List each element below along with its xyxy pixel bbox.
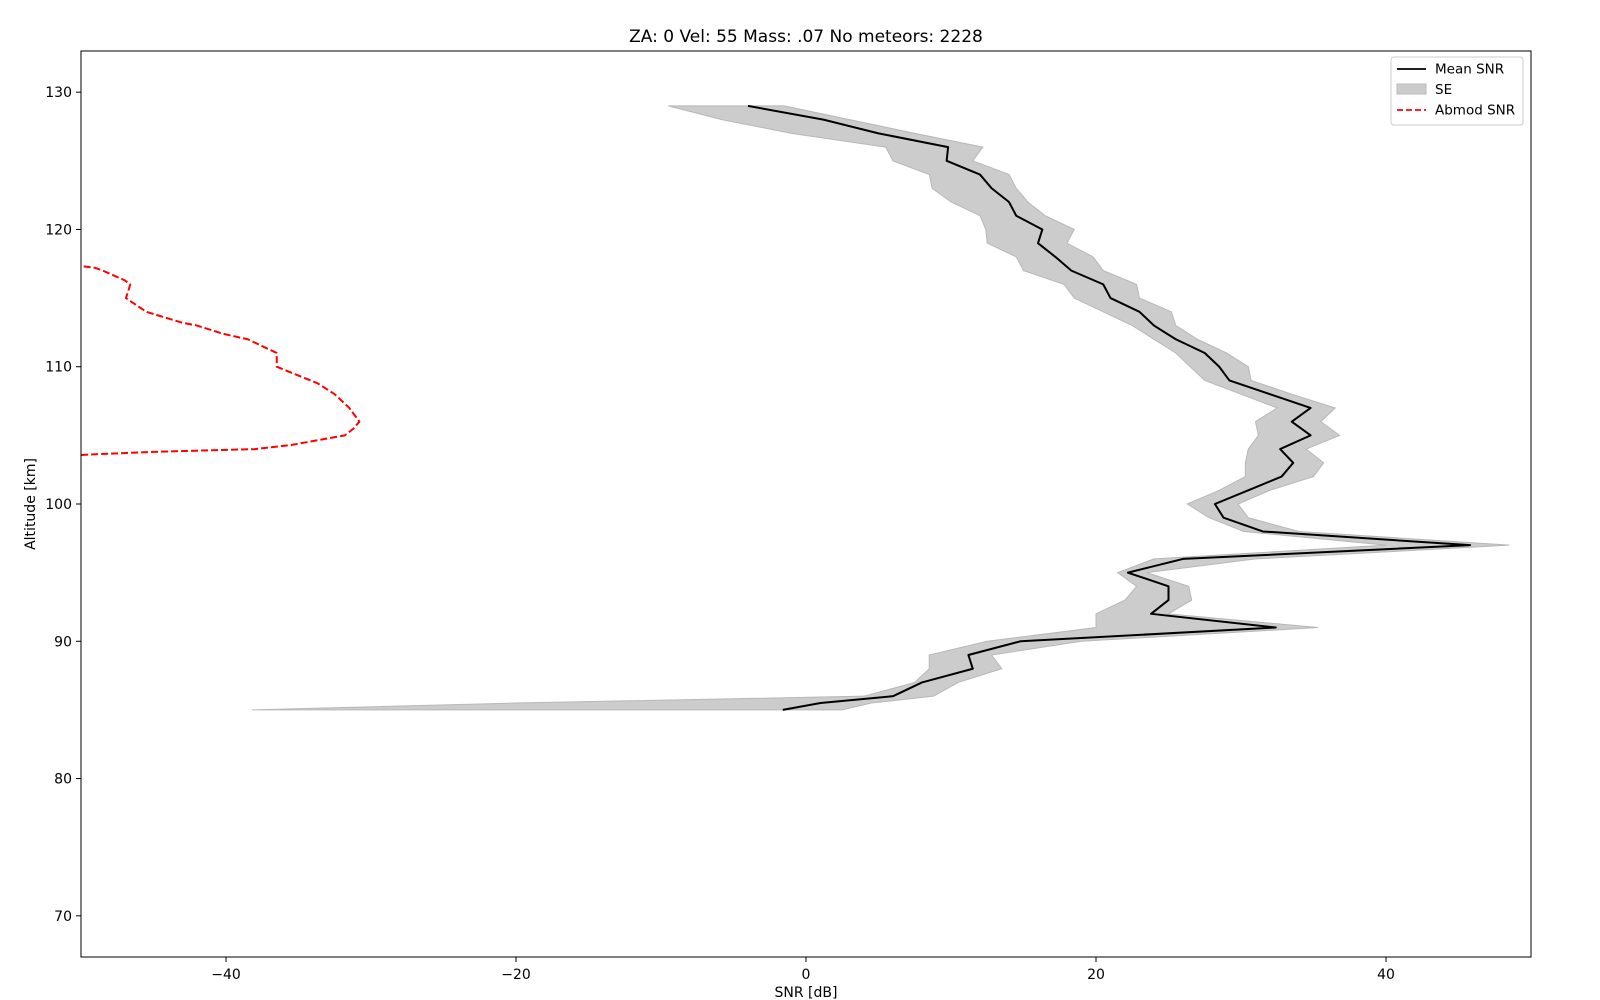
x-tick-label: −20 bbox=[501, 967, 531, 983]
legend-mean-snr-label: Mean SNR bbox=[1435, 62, 1504, 78]
legend-abmod-snr-label: Abmod SNR bbox=[1435, 103, 1515, 119]
mean-snr-line bbox=[747, 104, 1472, 711]
legend-box bbox=[1390, 56, 1524, 126]
legend-se-swatch bbox=[1396, 83, 1427, 95]
x-axis-ticks: −40 −20 0 20 40 bbox=[211, 957, 1395, 983]
y-tick-label: 100 bbox=[45, 497, 72, 513]
series-line-layer bbox=[81, 104, 1472, 711]
y-tick-label: 120 bbox=[45, 222, 72, 238]
se-band-layer bbox=[252, 105, 1510, 711]
y-tick-label: 110 bbox=[45, 360, 72, 376]
x-tick-label: 20 bbox=[1087, 967, 1105, 983]
x-tick-label: −40 bbox=[211, 967, 241, 983]
legend: Mean SNR SE Abmod SNR bbox=[1390, 56, 1524, 126]
y-tick-label: 90 bbox=[54, 634, 72, 650]
plot-frame bbox=[80, 50, 1532, 958]
y-tick-label: 70 bbox=[54, 909, 72, 925]
y-axis-label: Altitude [km] bbox=[23, 458, 39, 550]
x-tick-label: 0 bbox=[802, 967, 811, 983]
se-band bbox=[252, 105, 1510, 711]
chart-title: ZA: 0 Vel: 55 Mass: .07 No meteors: 2228 bbox=[629, 27, 983, 47]
plot-area bbox=[81, 104, 1510, 711]
y-axis-ticks: 70 80 90 100 110 120 130 bbox=[45, 85, 81, 925]
abmod-snr-line bbox=[81, 265, 361, 457]
x-axis-label: SNR [dB] bbox=[775, 985, 838, 1000]
x-tick-label: 40 bbox=[1377, 967, 1395, 983]
legend-se-label: SE bbox=[1435, 82, 1452, 98]
y-tick-label: 80 bbox=[54, 772, 72, 788]
y-tick-label: 130 bbox=[45, 85, 72, 101]
